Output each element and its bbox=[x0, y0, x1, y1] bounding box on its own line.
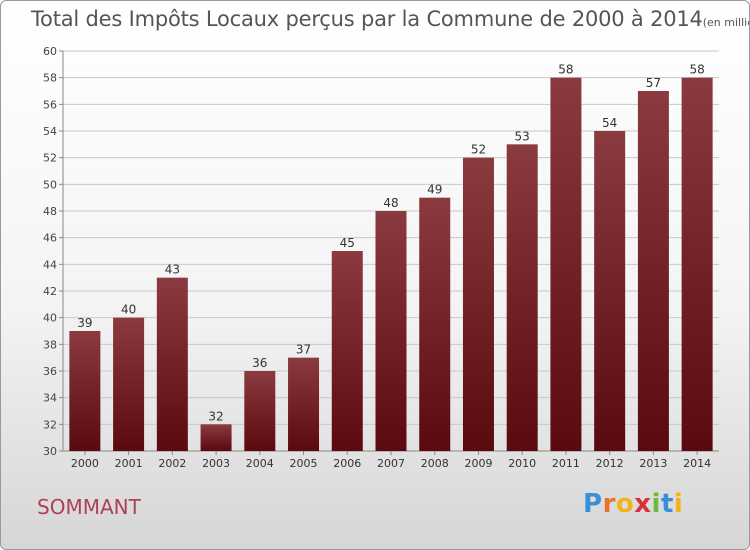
x-tick-label: 2011 bbox=[552, 457, 580, 470]
bar bbox=[550, 77, 582, 452]
bar-value-label: 49 bbox=[427, 183, 442, 197]
chart-title: Total des Impôts Locaux perçus par la Co… bbox=[31, 7, 749, 31]
y-tick-label: 44 bbox=[43, 258, 57, 271]
x-tick-label: 2008 bbox=[421, 457, 449, 470]
bar bbox=[681, 77, 713, 452]
commune-name: SOMMANT bbox=[37, 495, 141, 519]
bar bbox=[331, 251, 363, 451]
logo-letter: x bbox=[634, 489, 652, 519]
x-tick-label: 2004 bbox=[246, 457, 274, 470]
x-tick-label: 2007 bbox=[377, 457, 405, 470]
y-tick-label: 58 bbox=[43, 72, 57, 85]
bar-value-label: 36 bbox=[252, 356, 267, 370]
bar-value-label: 54 bbox=[602, 116, 617, 130]
x-tick-label: 2002 bbox=[158, 457, 186, 470]
bar bbox=[244, 371, 276, 451]
bar-value-label: 40 bbox=[121, 303, 136, 317]
y-tick-label: 54 bbox=[43, 125, 57, 138]
bar-value-label: 57 bbox=[646, 76, 661, 90]
x-tick-label: 2001 bbox=[115, 457, 143, 470]
bar bbox=[200, 424, 232, 451]
logo-letter: r bbox=[602, 489, 616, 519]
y-tick-label: 48 bbox=[43, 205, 57, 218]
x-tick-label: 2006 bbox=[333, 457, 361, 470]
y-tick-label: 60 bbox=[43, 45, 57, 58]
bar bbox=[113, 317, 145, 451]
bar bbox=[288, 357, 320, 451]
bar-value-label: 43 bbox=[165, 263, 180, 277]
logo-letter: o bbox=[615, 489, 635, 519]
x-tick-label: 2009 bbox=[464, 457, 492, 470]
y-tick-label: 40 bbox=[43, 312, 57, 325]
y-tick-label: 50 bbox=[43, 178, 57, 191]
logo-letter: i bbox=[673, 489, 684, 519]
bar-value-label: 53 bbox=[515, 129, 530, 143]
bar bbox=[637, 91, 669, 451]
x-tick-label: 2003 bbox=[202, 457, 230, 470]
y-tick-label: 36 bbox=[43, 365, 57, 378]
x-tick-label: 2013 bbox=[639, 457, 667, 470]
y-tick-label: 42 bbox=[43, 285, 57, 298]
y-tick-label: 30 bbox=[43, 445, 57, 458]
x-tick-label: 2005 bbox=[290, 457, 318, 470]
bar bbox=[156, 277, 188, 451]
bar-value-label: 45 bbox=[340, 236, 355, 250]
bar-value-label: 58 bbox=[558, 63, 573, 77]
y-tick-label: 46 bbox=[43, 232, 57, 245]
bar bbox=[69, 331, 101, 451]
bar bbox=[594, 131, 626, 451]
logo-letter: i bbox=[651, 489, 661, 519]
bar-value-label: 32 bbox=[208, 409, 223, 423]
x-tick-label: 2010 bbox=[508, 457, 536, 470]
y-tick-label: 34 bbox=[43, 392, 57, 405]
bar-value-label: 37 bbox=[296, 343, 311, 357]
y-tick-label: 56 bbox=[43, 98, 57, 111]
bar bbox=[462, 157, 494, 451]
bar-value-label: 52 bbox=[471, 143, 486, 157]
x-tick-label: 2014 bbox=[683, 457, 711, 470]
x-tick-label: 2000 bbox=[71, 457, 99, 470]
bar-value-label: 39 bbox=[77, 316, 92, 330]
logo-letter: P bbox=[583, 489, 603, 519]
bar bbox=[375, 211, 407, 451]
y-tick-label: 52 bbox=[43, 152, 57, 165]
bar-value-label: 48 bbox=[383, 196, 398, 210]
logo-letter: t bbox=[660, 489, 674, 519]
chart-title-text: Total des Impôts Locaux perçus par la Co… bbox=[31, 7, 703, 31]
proxiti-logo: Proxiti bbox=[583, 489, 683, 519]
bar-value-label: 58 bbox=[689, 63, 704, 77]
bar bbox=[506, 144, 538, 452]
x-tick-label: 2012 bbox=[596, 457, 624, 470]
chart-subtitle: (en milliers d'€) bbox=[702, 16, 749, 29]
bar bbox=[419, 197, 451, 451]
y-tick-label: 32 bbox=[43, 418, 57, 431]
y-tick-label: 38 bbox=[43, 338, 57, 351]
